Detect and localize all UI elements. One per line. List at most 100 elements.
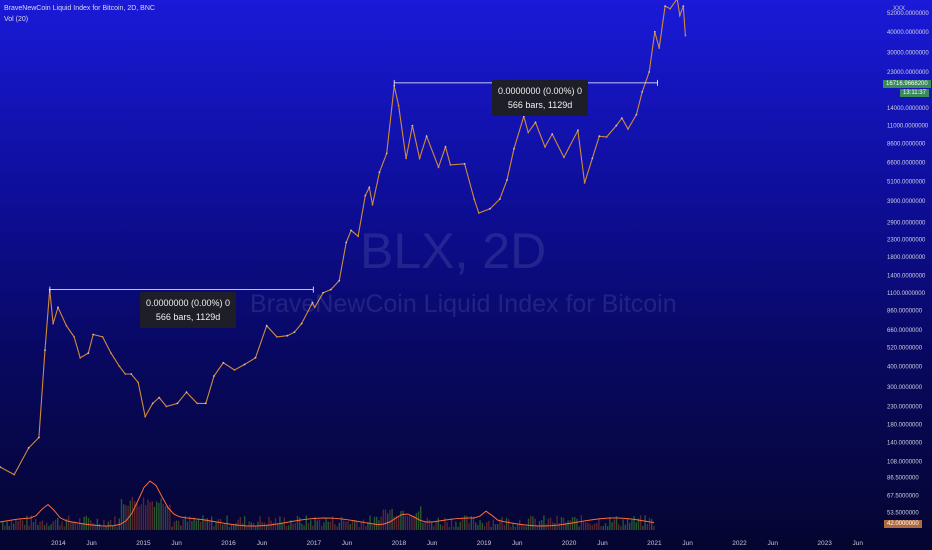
time-axis-label: 2020 (562, 540, 577, 547)
chart-title: BraveNewCoin Liquid Index for Bitcoin, 2… (4, 5, 155, 12)
price-axis-label: 30000.0000000 (887, 51, 929, 57)
volume-bar (422, 522, 424, 530)
volume-bar (376, 516, 378, 530)
volume-bar (417, 511, 420, 530)
volume-bar (37, 524, 39, 530)
volume-bar (351, 520, 354, 530)
volume-bar (299, 517, 301, 530)
volume-bar (340, 517, 343, 530)
volume-bar (637, 518, 640, 530)
volume-bar (354, 519, 356, 530)
volume-bar (98, 523, 101, 530)
range-tooltip-2: 0.0000000 (0.00%) 0 566 bars, 1129d (492, 80, 589, 116)
volume-bar (483, 525, 486, 530)
price-point (357, 235, 359, 238)
price-point (664, 5, 666, 7)
price-point (513, 147, 515, 150)
volume-bar (508, 519, 510, 530)
volume-bar (268, 516, 270, 530)
volume-bar (426, 517, 428, 530)
volume-bar (15, 519, 17, 530)
price-point (506, 179, 508, 181)
time-axis-label: Jun (597, 540, 608, 547)
volume-bar (380, 516, 382, 530)
price-axis-label: 140.0000000 (887, 441, 923, 447)
volume-bar (184, 516, 186, 530)
volume-bar (503, 525, 505, 530)
volume-bar (50, 524, 52, 530)
volume-bar (598, 518, 600, 530)
volume-bar (336, 526, 338, 530)
price-point (196, 402, 199, 405)
volume-bar (532, 516, 534, 530)
price-point (653, 30, 656, 33)
volume-bar (17, 521, 19, 530)
volume-bar (224, 523, 226, 530)
volume-bar (105, 525, 107, 530)
volume-bar (189, 516, 191, 530)
volume-bar (444, 517, 446, 530)
volume-bar (153, 506, 156, 530)
volume-bar (191, 521, 193, 530)
volume-bar (101, 526, 103, 530)
price-axis-label: 2900.0000000 (887, 220, 926, 226)
price-point (27, 447, 30, 449)
volume-bar (4, 525, 6, 530)
volume-bar (120, 499, 123, 530)
volume-bar (525, 526, 527, 530)
volume-bar (46, 522, 48, 530)
price-point (286, 334, 289, 337)
volume-bar (32, 521, 35, 530)
volume-bar (35, 518, 37, 530)
volume-bar (576, 518, 578, 530)
time-axis-label: Jun (86, 540, 97, 547)
volume-bar (420, 506, 422, 530)
volume-bar (180, 525, 182, 530)
volume-bar (63, 526, 65, 530)
volume-bar (492, 519, 494, 530)
volume-bar (400, 511, 402, 530)
volume-bar (470, 516, 472, 530)
volume-bar (48, 526, 50, 530)
chart-header: BraveNewCoin Liquid Index for Bitcoin, 2… (4, 3, 155, 25)
volume-bar (571, 517, 574, 530)
price-point (551, 133, 554, 135)
volume-bar (395, 515, 398, 530)
volume-bar (345, 521, 347, 530)
volume-bar (92, 523, 94, 530)
price-point (635, 113, 638, 116)
price-axis-label: 6600.0000000 (887, 161, 926, 167)
price-point (165, 405, 168, 408)
price-point (463, 162, 466, 165)
volume-bar (439, 524, 442, 530)
volume-bar (213, 526, 215, 530)
volume-bar (72, 521, 74, 530)
volume-bar (211, 516, 213, 530)
price-point (137, 381, 140, 384)
price-point (65, 324, 68, 327)
volume-bar (433, 525, 435, 530)
volume-bar (437, 517, 439, 530)
volume-bar (486, 522, 488, 530)
volume-bar (391, 508, 393, 530)
price-point (527, 131, 530, 134)
volume-bar (488, 520, 490, 530)
volume-bar (536, 525, 538, 530)
volume-bar (591, 525, 593, 530)
volume-bar (204, 519, 206, 530)
price-point (118, 365, 121, 368)
volume-bar (569, 520, 571, 530)
volume-bar (244, 516, 246, 530)
volume-bar (635, 522, 637, 530)
volume-bar (585, 522, 587, 530)
volume-bar (325, 517, 327, 530)
volume-bar (171, 526, 173, 530)
volume-bar (629, 522, 631, 530)
volume-bar (39, 521, 41, 530)
volume-bar (156, 501, 158, 530)
price-axis-label: 86.5000000 (887, 476, 919, 482)
volume-bar (2, 521, 4, 530)
price-axis-label: 52000.0000000 (887, 11, 929, 17)
